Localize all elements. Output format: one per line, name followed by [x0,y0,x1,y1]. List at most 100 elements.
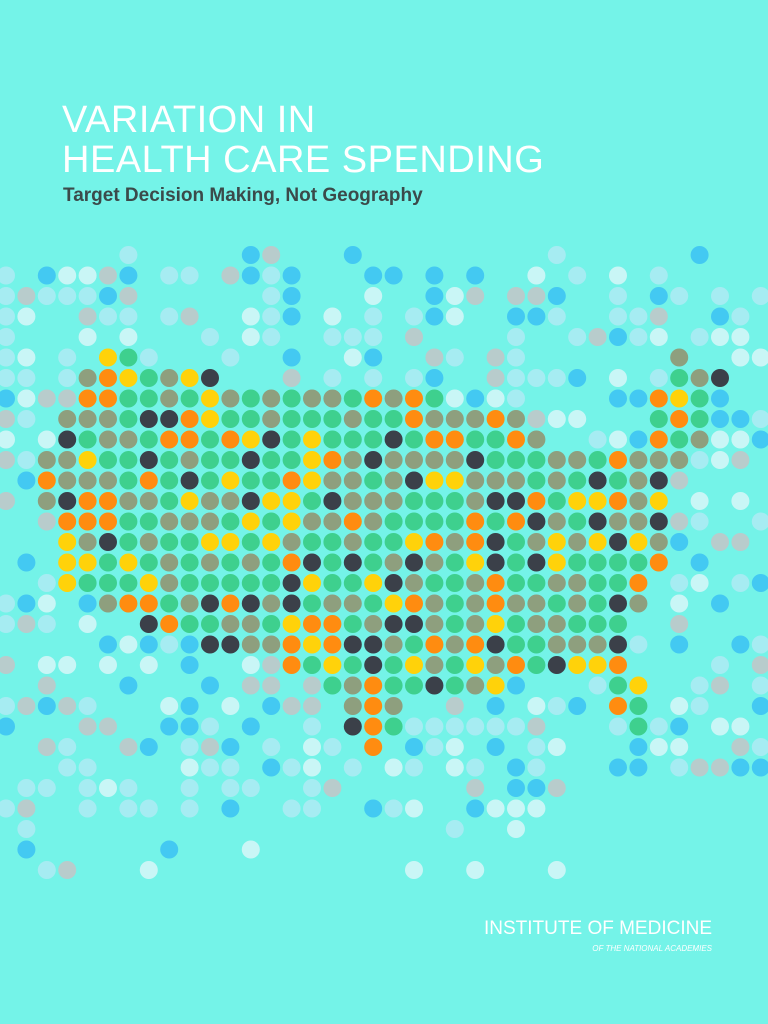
dot [160,389,179,408]
dot [405,635,423,654]
dot [139,451,158,469]
dot [364,799,383,818]
dot [303,615,321,633]
dot [201,410,219,428]
dot [609,512,627,531]
dot [384,471,403,490]
dot [405,594,423,613]
dot [445,594,464,613]
dot [78,492,97,510]
dot [670,430,689,449]
dot [568,594,587,613]
dot [609,758,627,777]
dot [160,307,179,326]
dot [670,512,689,531]
dot [262,533,281,551]
dot [527,697,546,715]
dot [241,676,260,695]
dot [282,451,301,469]
dot [37,492,56,510]
dot [527,779,546,797]
dot [180,553,199,572]
dot [527,410,546,428]
dot [241,471,260,490]
dot [180,389,199,408]
dot [445,389,464,408]
dot [527,717,546,736]
dot [282,758,301,777]
dot [343,553,362,572]
dot [588,492,607,510]
dot [262,758,281,777]
dot [119,553,138,572]
dot [711,328,729,346]
dot [405,410,423,428]
dot [527,635,546,654]
dot [486,410,505,428]
dot [17,697,36,715]
dot [609,389,627,408]
dot [568,410,587,428]
dot [690,389,709,408]
dot [486,471,505,490]
dot [466,512,485,531]
dot [425,348,444,367]
dot [78,266,97,285]
dot [486,389,505,408]
dot [425,615,444,633]
dot [99,533,117,551]
dot [282,615,301,633]
dot [507,451,525,469]
dot [445,287,464,305]
dot [690,492,709,510]
dot [711,533,729,551]
dot [139,574,158,592]
dot [160,615,179,633]
dot [649,451,668,469]
dot [466,574,485,592]
dot [139,594,158,613]
dot [486,717,505,736]
dot [139,348,158,367]
dot [282,553,301,572]
dot [221,758,240,777]
dot [629,492,648,510]
dot [425,266,444,285]
dot [139,861,158,879]
dot [201,553,219,572]
dot [425,553,444,572]
dot [99,553,117,572]
dot [507,656,525,674]
dot [629,717,648,736]
dot [547,369,566,387]
dot [609,533,627,551]
dot [507,348,525,367]
dot [201,676,219,695]
dot [241,656,260,674]
dot [139,512,158,531]
dot [568,533,587,551]
dot [588,635,607,654]
dot [78,533,97,551]
dot [751,287,768,305]
dot [160,697,179,715]
dot [425,656,444,674]
dot [711,369,729,387]
dot [466,492,485,510]
dot [119,307,138,326]
dot [507,779,525,797]
dot [201,471,219,490]
dot [425,307,444,326]
dot [609,656,627,674]
dot [425,471,444,490]
dot [445,430,464,449]
dot [507,430,525,449]
dot [262,656,281,674]
dot [282,635,301,654]
dot [711,758,729,777]
dot [384,676,403,695]
dot [527,512,546,531]
dot [139,635,158,654]
dot [17,553,36,572]
dot [384,635,403,654]
